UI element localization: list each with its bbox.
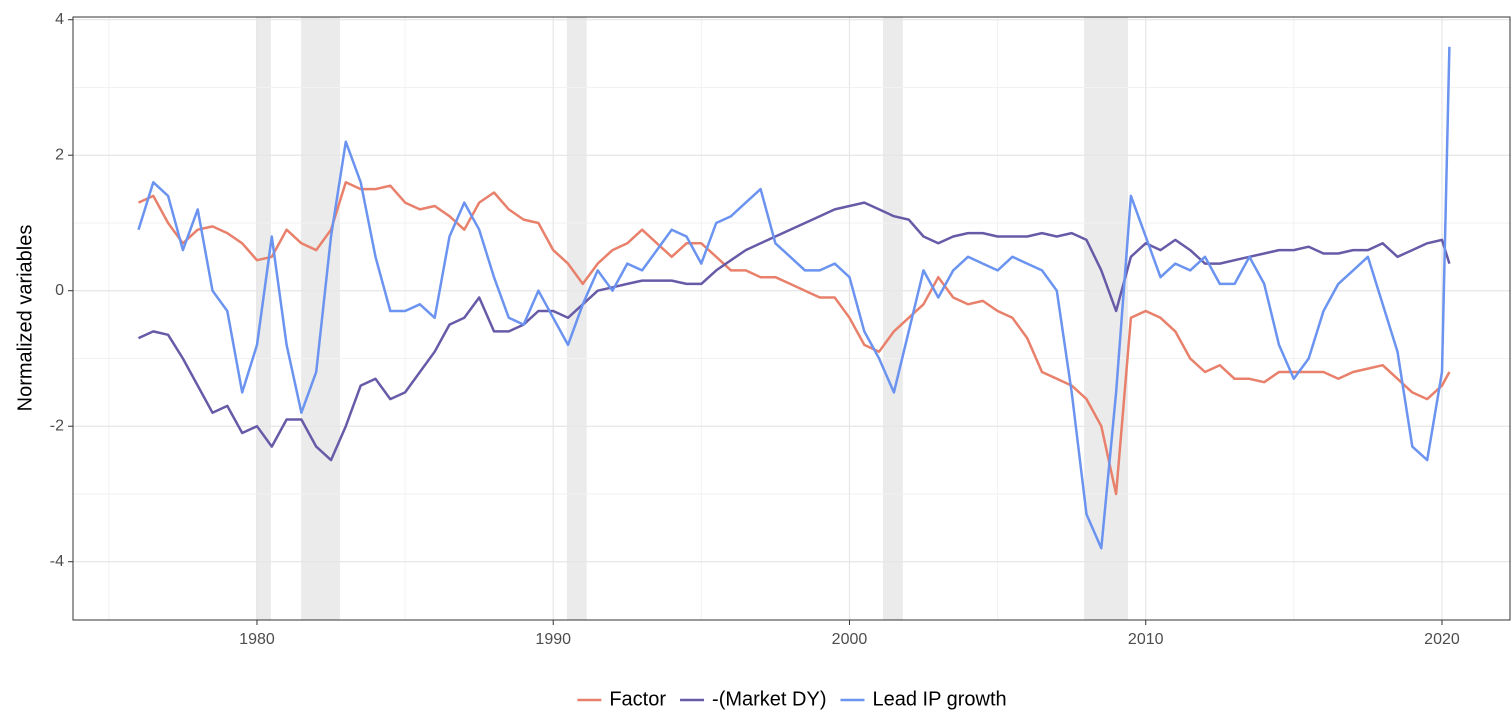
legend-label: -(Market DY) (712, 688, 826, 710)
x-tick-label: 2000 (832, 631, 868, 648)
x-tick-label: 2010 (1128, 631, 1164, 648)
legend: Factor -(Market DY) Lead IP growth (577, 688, 1007, 710)
x-tick-label: 2020 (1424, 631, 1460, 648)
plot-border (72, 16, 1511, 621)
x-tick-label: 1990 (535, 631, 571, 648)
recession-band (882, 17, 903, 620)
recession-band (301, 17, 340, 620)
y-tick-label: -2 (50, 417, 64, 434)
y-tick-label: -4 (50, 553, 64, 570)
y-tick-label: 0 (55, 282, 64, 299)
legend-label: Factor (609, 688, 666, 710)
y-axis-title: Normalized variables (14, 225, 36, 412)
data-line (137, 201, 1451, 462)
legend-label: Lead IP growth (872, 688, 1006, 710)
y-tick-label: 4 (55, 11, 64, 28)
y-tick-label: 2 (55, 146, 64, 163)
data-line (137, 46, 1451, 550)
data-line (137, 181, 1451, 496)
recession-band (256, 17, 271, 620)
x-tick-label: 1980 (239, 631, 275, 648)
